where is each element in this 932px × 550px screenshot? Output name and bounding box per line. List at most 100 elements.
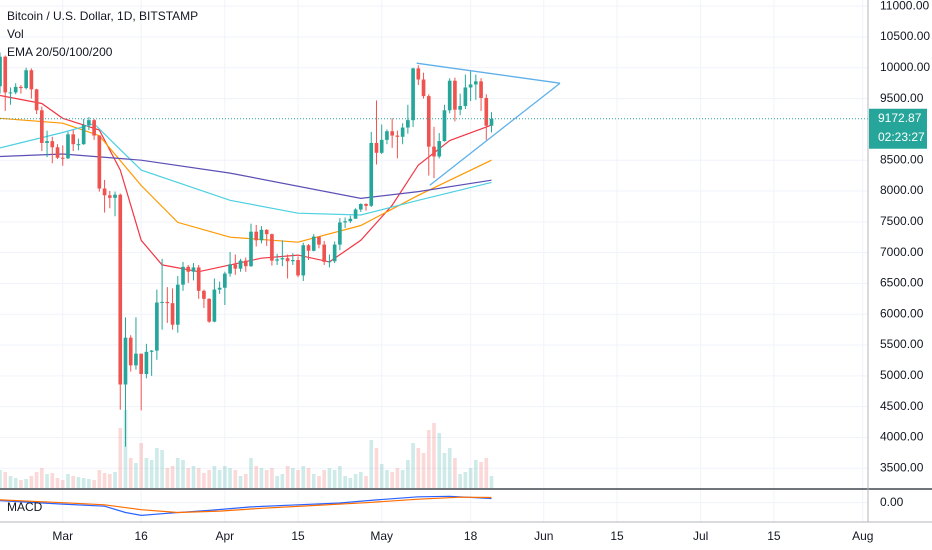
volume-bar (437, 433, 442, 488)
candle-body (489, 118, 494, 126)
candle-body (474, 81, 478, 85)
candle-body (322, 244, 327, 262)
x-tick-label: 15 (610, 529, 624, 543)
volume-bar (296, 470, 300, 488)
candle-body (233, 264, 238, 269)
volume-bar (254, 466, 259, 488)
candle-body (97, 135, 102, 189)
grid (0, 0, 868, 522)
volume-bar (107, 474, 112, 488)
volume-bar (238, 476, 243, 488)
volume-bar (369, 440, 374, 488)
y-tick-label: 8000.00 (880, 183, 924, 197)
volume-bar (92, 480, 96, 488)
volume-bar (479, 462, 483, 488)
candle-body (8, 92, 13, 94)
macd-line (0, 496, 492, 514)
volume-bar (358, 472, 363, 488)
x-tick-label: Jul (693, 529, 708, 543)
volume-bar (249, 458, 253, 488)
volume-bar (406, 460, 410, 488)
volume-bar (207, 470, 211, 488)
candle-body (411, 68, 415, 121)
volume-bar (463, 472, 468, 488)
candle-body (364, 203, 368, 206)
volume-bar (160, 450, 164, 488)
candle-body (264, 229, 269, 235)
volume-bar (66, 474, 70, 488)
volume-bar (87, 479, 91, 488)
volume-bar (421, 453, 426, 488)
candle-body (353, 209, 358, 219)
volume-bar (170, 466, 175, 488)
candle-body (149, 350, 154, 352)
volume-bar (113, 472, 117, 488)
volume-bar (390, 472, 394, 488)
volume-bar (332, 470, 337, 488)
candle-body (343, 221, 347, 223)
ema-line (0, 117, 492, 243)
candle-body (128, 337, 133, 366)
volume-bar (19, 480, 23, 488)
candle-body (202, 290, 206, 299)
volume-bar (385, 470, 389, 488)
candle-body (191, 267, 196, 272)
candle-body (290, 260, 295, 262)
candle-body (416, 68, 421, 80)
volume-bar (149, 460, 154, 488)
volume-bar (327, 468, 332, 488)
volume-bar (395, 468, 400, 488)
y-tick-label: 4000.00 (880, 430, 924, 444)
x-tick-label: Apr (215, 529, 234, 543)
volume-bar (442, 453, 447, 488)
candle-body (71, 134, 76, 145)
volume-bar (379, 464, 384, 488)
candle-body (175, 284, 180, 325)
volume-bar (60, 480, 65, 488)
y-tick-label: 5000.00 (880, 368, 924, 382)
volume-bar (322, 470, 327, 488)
candle-body (13, 86, 18, 93)
volume-bar (311, 474, 316, 488)
volume-bar (426, 430, 431, 488)
volume-bar (233, 470, 238, 488)
candle-body (29, 70, 34, 90)
volume-bar (353, 474, 358, 488)
volume-bar (243, 474, 248, 488)
y-tick-label: 9500.00 (880, 91, 924, 105)
candle-body (102, 188, 107, 196)
volume-bar (275, 476, 279, 488)
volume-bar (3, 472, 8, 488)
x-tick-label: 15 (767, 529, 781, 543)
volume-bar (181, 460, 185, 488)
volume-bar (81, 478, 86, 488)
candle-body (160, 301, 164, 303)
x-tick-label: 16 (135, 529, 149, 543)
candle-body (113, 194, 117, 198)
candle-body (238, 260, 243, 269)
volume-bar (13, 478, 18, 488)
volume-bar (134, 463, 138, 488)
volume-bar (55, 478, 60, 488)
candle-body (348, 218, 353, 222)
candle-body (60, 157, 65, 159)
volume-bar (144, 458, 149, 488)
volume-bar (416, 448, 421, 488)
candle-body (327, 261, 332, 263)
last-price-box (869, 108, 927, 149)
candle-body (217, 287, 222, 290)
x-tick-label: Aug (852, 529, 873, 543)
candle-body (223, 273, 227, 288)
candle-body (432, 146, 436, 157)
y-tick-label: 3500.00 (880, 460, 924, 474)
candle-body (453, 80, 457, 110)
candle-body (24, 70, 28, 89)
ema-legend: EMA 20/50/100/200 (7, 45, 113, 59)
y-tick-label: 8500.00 (880, 152, 924, 166)
volume-bar (285, 466, 290, 488)
volume-bar (280, 474, 285, 488)
candle-body (369, 142, 374, 206)
candle-body (81, 125, 86, 145)
candle-body (338, 222, 342, 245)
candle-body (385, 131, 389, 140)
